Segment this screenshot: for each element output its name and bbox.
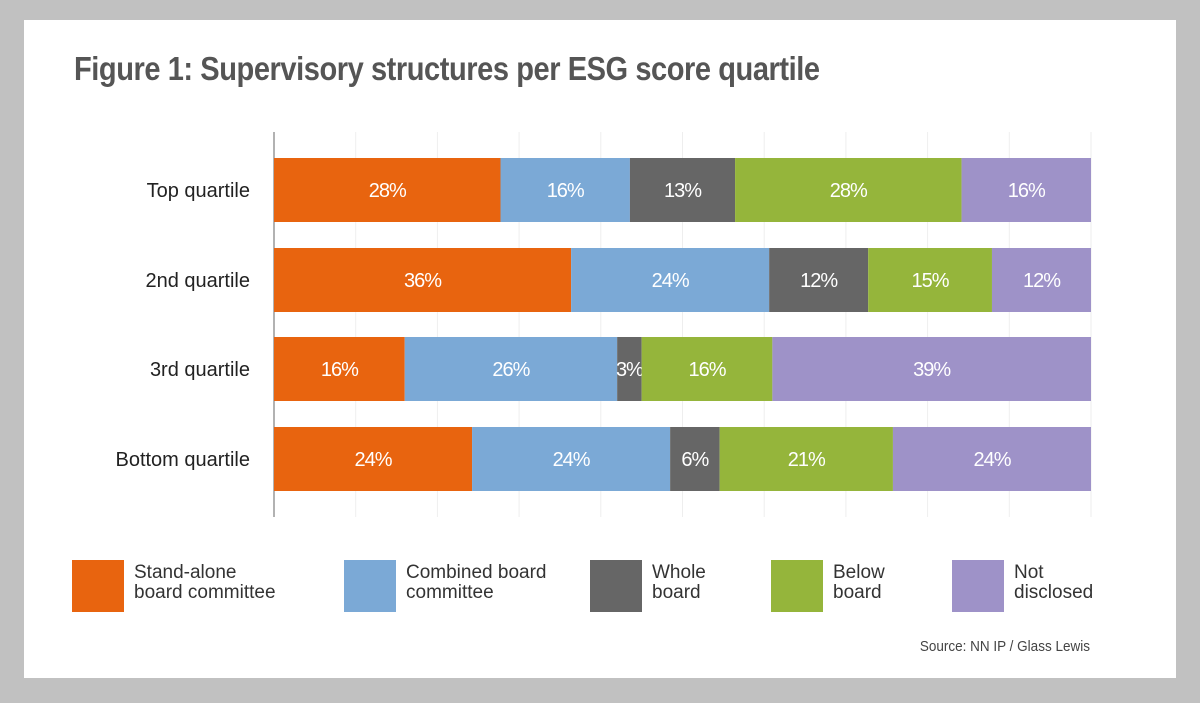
bar-value-label: 13% [664,180,702,202]
category-label: Top quartile [147,180,250,202]
bar-segment [274,427,473,491]
source-note: Source: NN IP / Glass Lewis [919,638,1090,655]
bar-value-label: 26% [492,359,530,381]
bar-value-label: 6% [681,449,709,471]
bar-segment [472,427,671,491]
bar-segment [670,427,720,491]
legend-swatch [590,560,642,612]
bar-segment [274,248,572,312]
legend-item: Not disclosed [952,560,1174,612]
bar-value-label: 24% [652,270,690,292]
bar-segment [274,158,501,222]
bar-segment [772,337,1091,401]
legend-label: Whole board [652,562,706,603]
bar-segment [571,248,770,312]
bar-value-label: 16% [688,359,726,381]
legend-label: Not disclosed [1014,562,1094,603]
bar-value-label: 16% [547,180,585,202]
legend-label: Below board [833,562,885,603]
category-label: 2nd quartile [145,270,250,292]
legend-item: Combined board committee [344,560,566,612]
bar-value-label: 36% [404,270,442,292]
bar-value-label: 24% [973,449,1011,471]
legend-item: Below board [771,560,993,612]
bar-value-label: 28% [830,180,868,202]
bar-value-label: 16% [1008,180,1046,202]
category-label: 3rd quartile [150,359,250,381]
category-label: Bottom quartile [115,449,250,471]
bar-value-label: 12% [800,270,838,292]
legend-swatch [952,560,1004,612]
bar-segment [769,248,869,312]
bar-value-label: 3% [616,359,644,381]
bar-segment [991,248,1091,312]
bar-segment [500,158,630,222]
bar-value-label: 24% [553,449,591,471]
bar-segment [641,337,773,401]
bar-segment [735,158,962,222]
legend-swatch [771,560,823,612]
legend-item: Whole board [590,560,812,612]
bar-value-label: 24% [355,449,393,471]
bar-segment [629,158,736,222]
bar-segment [274,337,405,401]
bar-value-label: 16% [321,359,359,381]
bar-segment [719,427,893,491]
bar-value-label: 39% [913,359,951,381]
bar-segment [961,158,1091,222]
legend-label: Stand-alone board committee [134,562,276,603]
legend-swatch [72,560,124,612]
bar-segment [404,337,618,401]
legend-swatch [344,560,396,612]
bar-value-label: 28% [369,180,407,202]
bar-segment [868,248,992,312]
bar-segment [617,337,642,401]
bar-segment [892,427,1091,491]
bar-value-label: 21% [788,449,826,471]
bar-value-label: 15% [912,270,950,292]
chart-title: Figure 1: Supervisory structures per ESG… [74,50,820,87]
legend-label: Combined board committee [406,562,547,603]
legend-item: Stand-alone board committee [72,560,294,612]
bar-value-label: 12% [1023,270,1061,292]
